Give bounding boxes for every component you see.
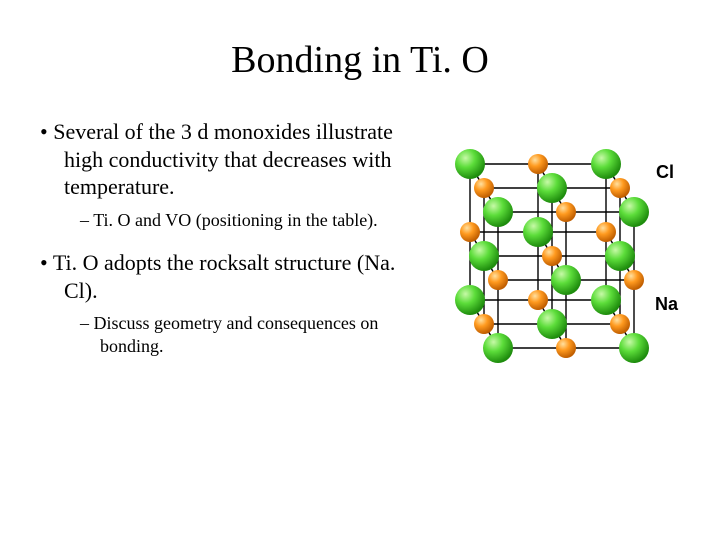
rocksalt-figure: Cl Na (400, 122, 680, 402)
bullet-2-1: Discuss geometry and consequences on bon… (80, 312, 400, 357)
bullet-1: Several of the 3 d monoxides illustrate … (40, 118, 400, 201)
label-cl: Cl (656, 162, 674, 183)
bullet-2: Ti. O adopts the rocksalt structure (Na.… (40, 249, 400, 304)
slide-title: Bonding in Ti. O (40, 38, 680, 82)
bullet-1-1: Ti. O and VO (positioning in the table). (80, 209, 400, 232)
label-na: Na (655, 294, 678, 315)
text-column: Several of the 3 d monoxides illustrate … (40, 118, 400, 375)
rocksalt-svg (400, 122, 680, 402)
slide-content: Several of the 3 d monoxides illustrate … (40, 118, 680, 402)
